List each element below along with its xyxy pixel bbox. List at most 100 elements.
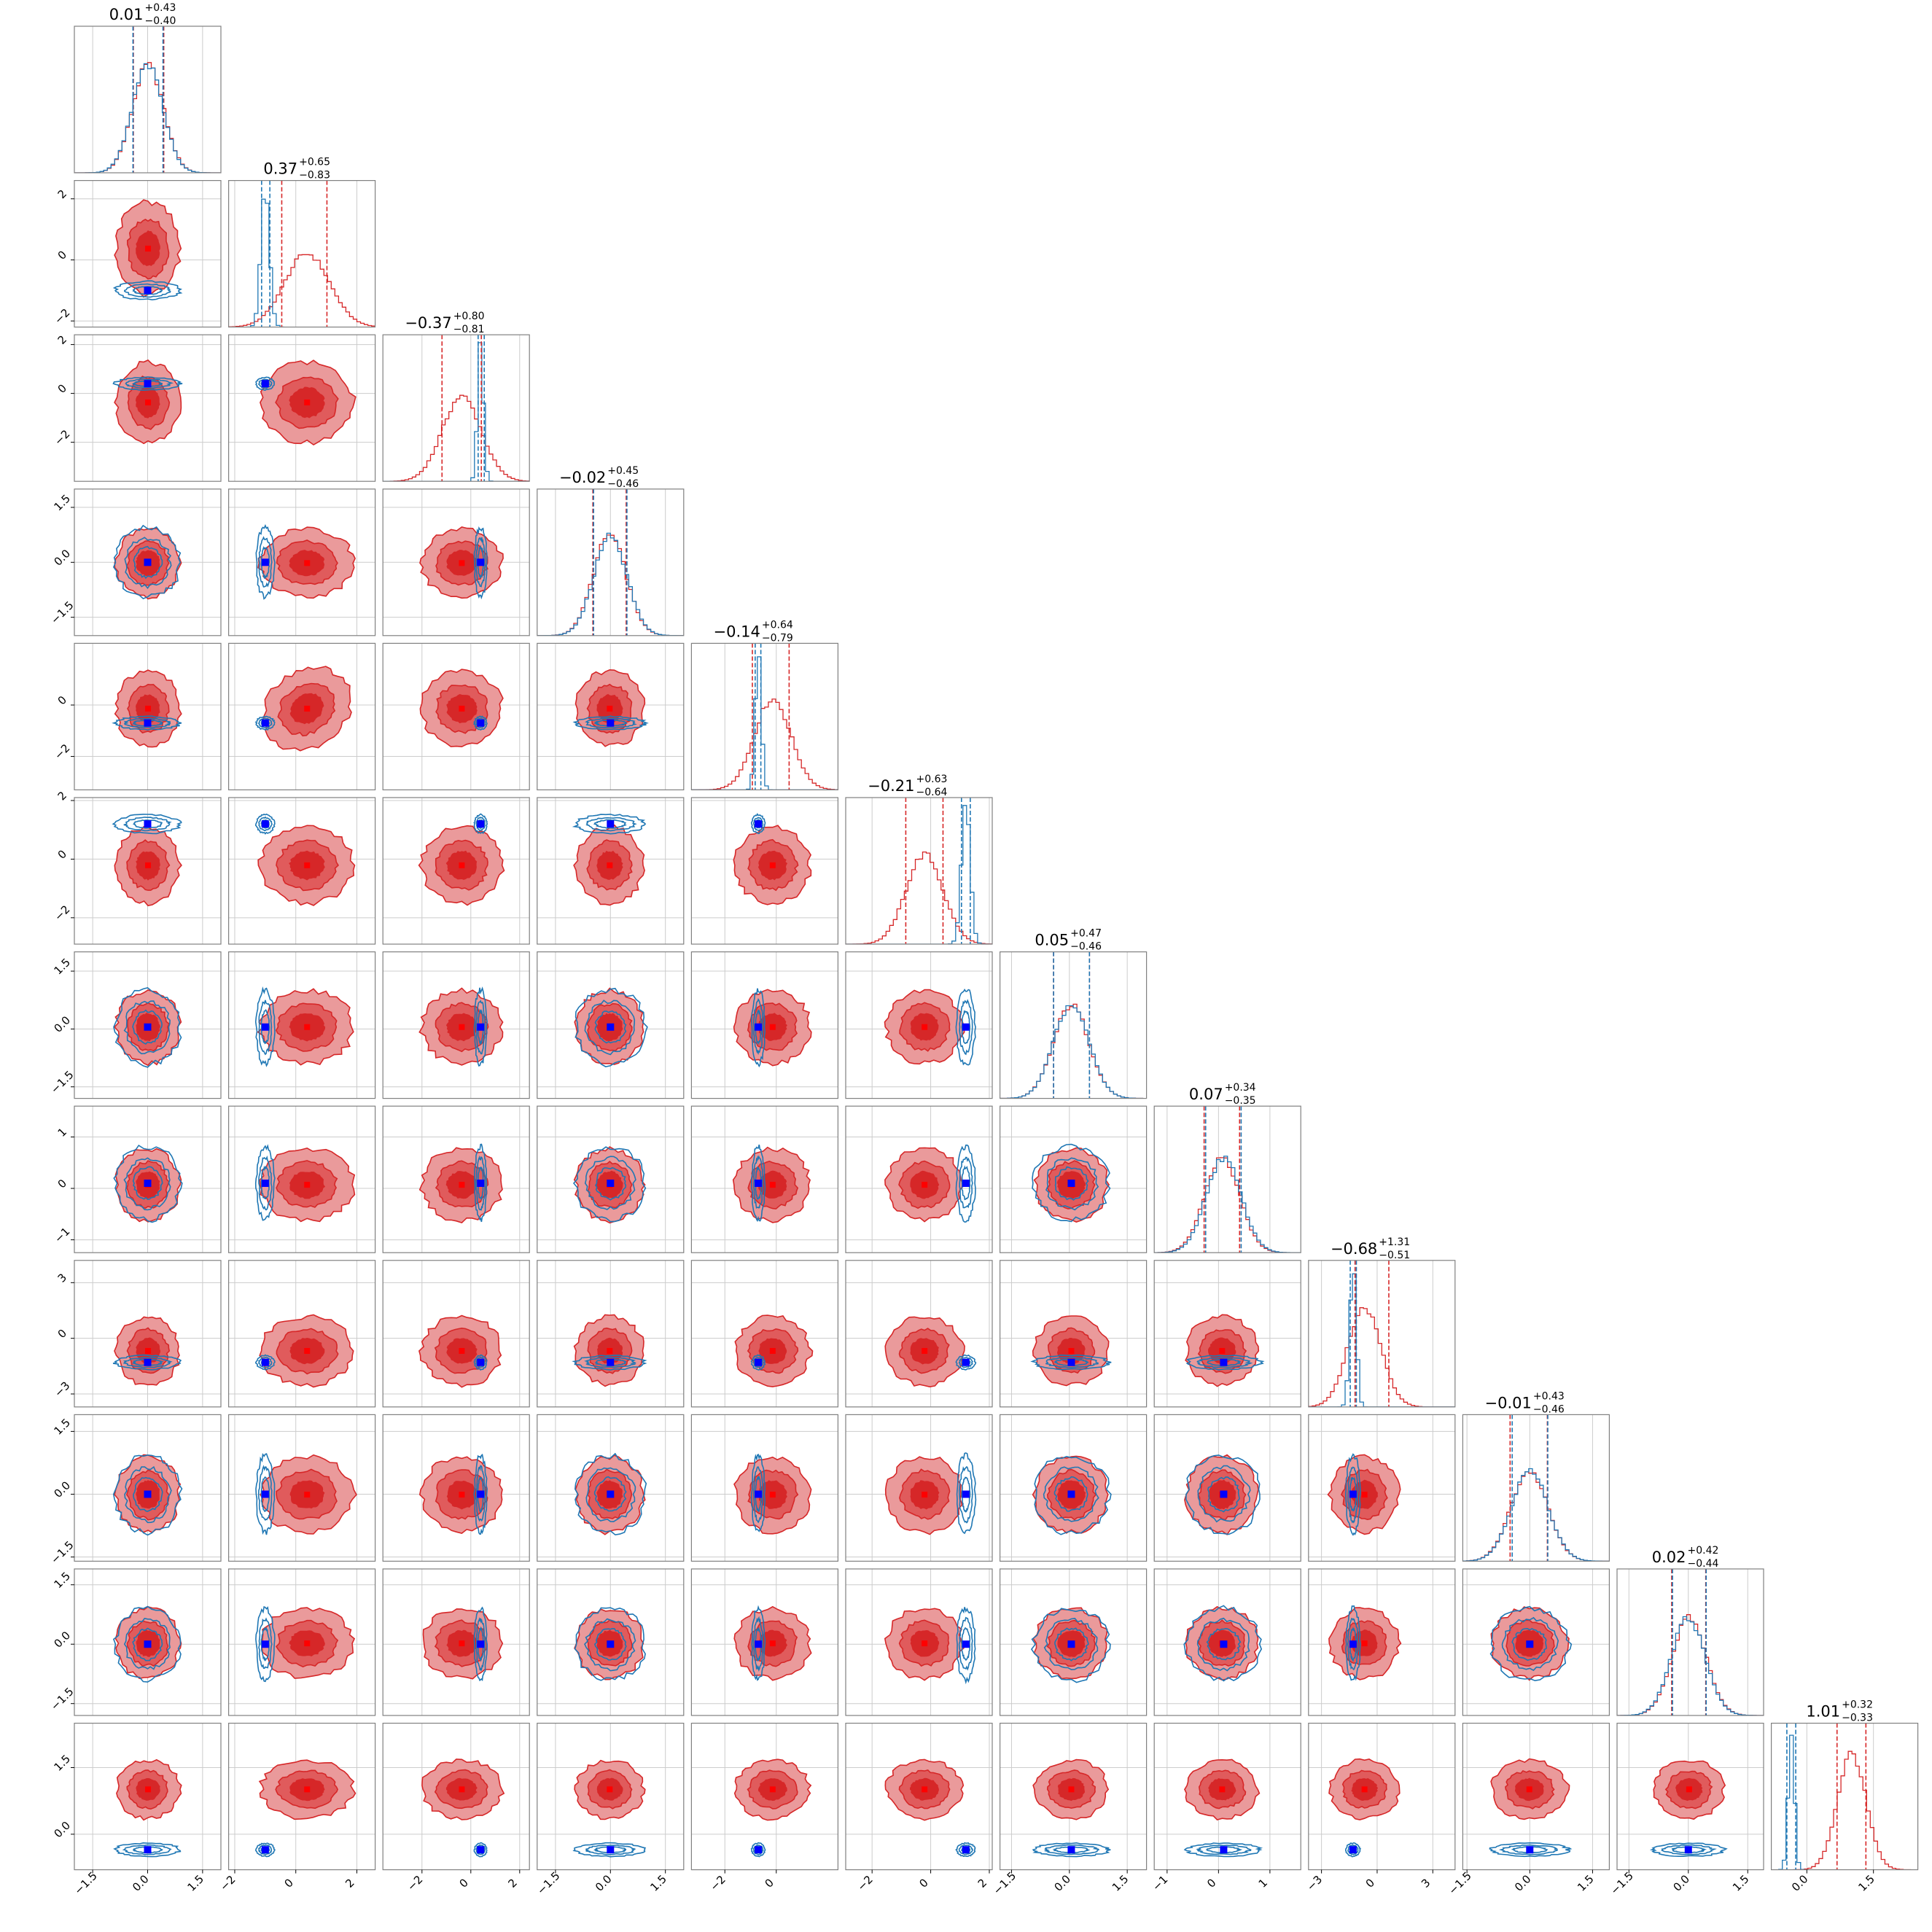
contour-b <box>124 1465 172 1524</box>
panel-background <box>846 798 992 944</box>
param-title-0: 0.01 +0.43−0.40 <box>109 2 176 27</box>
y-tick-label: −2 <box>52 427 72 448</box>
panel-frame <box>228 1414 376 1562</box>
panel-3-1 <box>228 488 376 636</box>
panel-11-2: −2 0 2 <box>382 1723 530 1893</box>
y-tick-label: 1.5 <box>51 1752 73 1774</box>
panel-frame <box>999 1723 1148 1871</box>
contour-b <box>593 1627 627 1661</box>
param-title-9: −0.01 +0.43−0.46 <box>1485 1390 1565 1415</box>
x-tick-label: 1.5 <box>185 1872 207 1894</box>
truth-marker <box>755 1490 763 1498</box>
x-tick-label: −2 <box>217 1873 238 1893</box>
mode-marker-a <box>145 245 152 252</box>
param-title-3: −0.02 +0.45−0.46 <box>559 465 639 490</box>
title-minus: −0.81 <box>453 324 485 335</box>
truth-marker <box>607 1640 615 1648</box>
contour-b <box>750 1453 766 1532</box>
x-tick-label: 0 <box>457 1876 471 1890</box>
contour-b <box>254 1144 276 1221</box>
panel-frame <box>845 1723 993 1871</box>
mode-marker-a <box>459 1347 465 1354</box>
mode-marker-a <box>1361 1640 1368 1647</box>
mode-marker-a <box>459 862 465 868</box>
x-tick-label: −1.5 <box>991 1869 1018 1897</box>
histogram-a <box>383 394 530 482</box>
y-tick-label: −2 <box>52 306 72 327</box>
contour-b <box>255 1842 276 1858</box>
panel-8-7 <box>1153 1260 1301 1408</box>
title-median: 0.07 <box>1189 1086 1223 1103</box>
diag-panel-6 <box>999 951 1148 1099</box>
panel-frame <box>228 797 376 945</box>
panel-4-3 <box>537 642 685 791</box>
panel-8-1 <box>228 1260 376 1408</box>
x-tick-label: 0.0 <box>1789 1872 1811 1894</box>
contour-b <box>1034 1455 1112 1535</box>
panel-9-1 <box>228 1414 376 1562</box>
panel-11-0: 0.0 1.5 −1.5 0.0 1.5 <box>51 1723 222 1897</box>
panel-frame <box>1153 1260 1301 1408</box>
contour-b <box>1054 1166 1089 1201</box>
title-median: 0.05 <box>1035 932 1069 949</box>
contour-b <box>1347 1618 1359 1671</box>
param-title-2: −0.37 +0.80 −0.81 <box>405 311 484 335</box>
panel-frame <box>845 797 993 945</box>
contour-b <box>1344 1605 1361 1681</box>
x-tick-label: 1 <box>1256 1876 1270 1890</box>
histogram-b <box>74 63 221 173</box>
contour-b <box>255 376 276 392</box>
truth-marker <box>1349 1640 1357 1648</box>
panel-9-8 <box>1308 1414 1456 1562</box>
contour-b <box>125 378 174 389</box>
mode-marker-a <box>459 705 465 712</box>
panel-6-3 <box>537 951 685 1099</box>
truth-marker <box>261 1023 269 1031</box>
contour-b <box>958 1465 973 1524</box>
mode-marker-a <box>145 862 152 868</box>
panel-frame <box>382 1260 530 1408</box>
contour-b <box>133 545 163 580</box>
panel-frame <box>74 1105 222 1253</box>
y-tick-label: 0.0 <box>51 1013 73 1035</box>
panel-frame <box>74 642 222 791</box>
contour-b <box>124 537 172 590</box>
contour-b <box>595 1358 627 1366</box>
contour-b <box>593 1476 627 1512</box>
contour-b <box>475 717 486 728</box>
mode-marker-a <box>769 1024 776 1030</box>
contour-b <box>1347 1466 1359 1524</box>
contour-b <box>1043 1466 1099 1522</box>
contour-b <box>751 1605 766 1681</box>
panel-7-0: −1 0 1 <box>52 1105 222 1253</box>
truth-marker <box>607 1846 615 1854</box>
x-tick-label: 3 <box>1419 1876 1433 1890</box>
panel-frame <box>690 1260 839 1408</box>
truth-marker <box>1067 1640 1075 1648</box>
contour-b <box>750 1144 766 1223</box>
contour-b <box>584 1618 636 1672</box>
panel-5-1 <box>228 797 376 945</box>
panel-10-7 <box>1153 1568 1301 1716</box>
panel-11-6: −1.5 0.0 1.5 <box>991 1723 1148 1897</box>
contour-b <box>572 715 649 731</box>
mode-marker-a <box>1068 1347 1075 1354</box>
y-tick-label: 0.0 <box>51 547 73 569</box>
panel-frame <box>382 1568 530 1716</box>
contour-b <box>1053 1358 1089 1366</box>
title-minus: −0.46 <box>607 478 639 490</box>
panel-frame <box>999 951 1148 1099</box>
panel-8-3 <box>537 1260 685 1408</box>
truth-marker <box>962 1846 970 1854</box>
y-tick-label: 0.0 <box>51 1629 73 1651</box>
x-tick-label: 1.5 <box>1110 1872 1131 1894</box>
panel-frame <box>228 951 376 1099</box>
title-median: −0.01 <box>1485 1394 1532 1411</box>
panel-11-4: −2 0 <box>690 1723 839 1893</box>
panel-frame <box>845 1568 993 1716</box>
truth-marker <box>1067 1846 1075 1854</box>
mode-marker-a <box>459 1182 465 1188</box>
panel-11-9: −1.5 0.0 1.5 <box>1446 1723 1610 1897</box>
contour-b <box>112 1454 183 1536</box>
x-tick-label: −2 <box>708 1873 728 1893</box>
